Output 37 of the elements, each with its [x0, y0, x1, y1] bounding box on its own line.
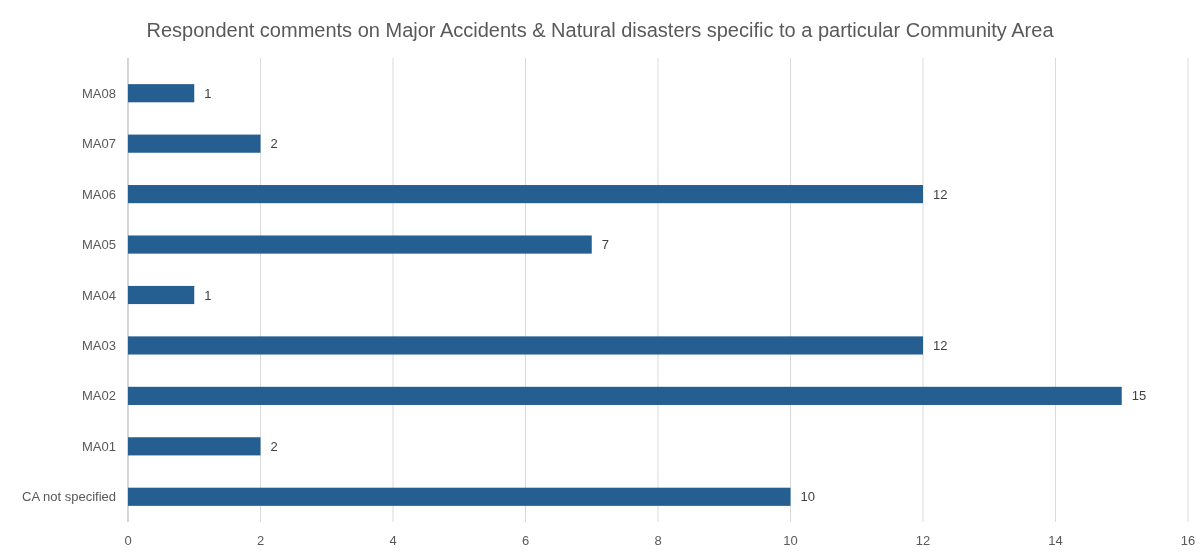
y-tick-label: MA07 — [82, 136, 116, 152]
x-tick-label: 8 — [654, 533, 662, 548]
x-tick-label: 4 — [389, 533, 397, 548]
x-tick-label: 2 — [256, 533, 265, 548]
data-label: 15 — [1131, 388, 1147, 404]
x-tick-label: 0 — [124, 533, 132, 548]
data-label: 1 — [204, 85, 212, 101]
y-tick-label: MA08 — [82, 85, 116, 101]
bar — [128, 235, 592, 254]
data-label: 7 — [601, 237, 609, 253]
bar — [128, 437, 261, 456]
y-tick-label: MA04 — [82, 287, 116, 303]
x-tick-label: 14 — [1048, 533, 1063, 548]
x-tick-label: 10 — [783, 533, 798, 548]
y-tick-label: MA03 — [82, 337, 116, 353]
chart-title: Respondent comments on Major Accidents & Natural disasters specific to a particular Community Area — [146, 19, 1055, 41]
data-label: 2 — [270, 136, 278, 152]
bar — [128, 285, 195, 305]
data-label: 1 — [204, 287, 212, 303]
bar — [128, 386, 1122, 405]
data-label: 2 — [270, 438, 278, 454]
y-tick-label: MA06 — [82, 186, 116, 202]
y-tick-label: MA01 — [82, 438, 116, 454]
y-tick-label: CA not specified — [22, 489, 116, 505]
x-tick-label: 16 — [1180, 533, 1196, 548]
bar — [128, 185, 923, 204]
x-tick-label: 12 — [915, 533, 931, 548]
bar — [128, 84, 195, 103]
data-label: 10 — [800, 489, 815, 505]
bar — [128, 134, 261, 153]
data-label: 12 — [933, 186, 948, 202]
data-label: 12 — [933, 337, 948, 353]
bar — [128, 336, 923, 355]
bar — [128, 487, 791, 506]
y-tick-label: MA02 — [82, 388, 116, 404]
x-tick-label: 6 — [521, 533, 530, 548]
y-tick-label: MA05 — [82, 237, 116, 253]
